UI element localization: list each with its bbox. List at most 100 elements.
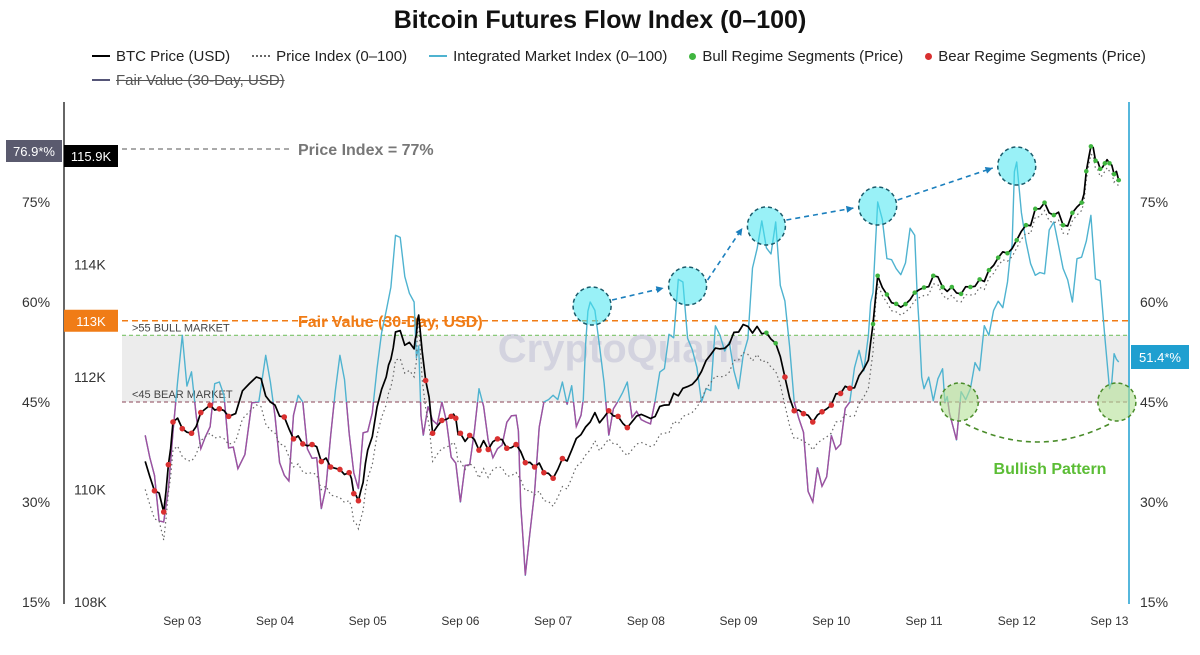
bear-regime-marker: [503, 445, 510, 452]
left-price-tick-label: 114K: [74, 257, 106, 273]
bull-regime-marker: [1005, 250, 1010, 256]
bull-regime-marker: [1014, 237, 1020, 243]
bear-regime-marker: [550, 475, 556, 482]
bull-regime-marker: [893, 301, 899, 307]
x-tick-label: Sep 08: [627, 614, 665, 628]
bear-regime-marker: [207, 402, 213, 408]
x-tick-label: Sep 07: [534, 614, 572, 628]
bullish-pattern-arc: [965, 423, 1110, 443]
legend-item-btc-price: BTC Price (USD): [92, 48, 230, 65]
left-pct-tick-label: 75%: [22, 194, 50, 210]
bear-regime-marker: [170, 419, 176, 425]
peak-highlight-circle: [746, 206, 787, 246]
bear-regime-marker: [485, 446, 492, 453]
bull-regime-marker: [773, 340, 778, 346]
price-index-annotation: Price Index = 77%: [298, 142, 434, 159]
fair-value-badge-text: 113K: [76, 314, 106, 329]
peak-highlight-circle: [996, 146, 1037, 186]
bear-regime-marker: [350, 490, 357, 497]
trend-arrow-line: [706, 227, 744, 281]
bull-regime-marker: [912, 290, 918, 295]
bear-regime-marker: [151, 488, 158, 494]
bear-regime-marker: [541, 469, 547, 476]
fair-value-annotation: Fair Value (30-Day, USD): [298, 314, 483, 331]
bull-regime-marker: [1083, 168, 1089, 174]
left-pct-tick-label: 60%: [22, 294, 50, 310]
x-tick-label: Sep 12: [998, 614, 1036, 628]
trend-arrow-line: [611, 287, 664, 301]
bear-regime-marker: [809, 419, 816, 425]
x-tick-label: Sep 06: [441, 614, 479, 628]
bull-regime-marker: [921, 285, 927, 290]
x-tick-label: Sep 13: [1090, 614, 1128, 628]
legend-item-price-index: Price Index (0–100): [252, 48, 407, 65]
bear-regime-marker: [337, 466, 343, 473]
bear-regime-marker: [494, 436, 501, 442]
left-price-tick-label: 108K: [74, 594, 107, 610]
bear-regime-marker: [828, 402, 835, 408]
bear-regime-marker: [355, 497, 362, 504]
bullish-pattern-circle: [1097, 382, 1137, 422]
bear-regime-marker: [847, 385, 853, 392]
bull-regime-marker: [1088, 144, 1094, 149]
bull-regime-marker: [968, 284, 973, 290]
right-pct-tick-label: 75%: [1140, 194, 1168, 210]
bear-regime-marker: [327, 464, 334, 470]
right-pct-tick-label: 15%: [1140, 594, 1168, 610]
left-pct-tick-label: 30%: [22, 494, 50, 510]
bear-regime-marker: [422, 377, 429, 384]
bull-regime-marker: [949, 284, 955, 290]
legend-item-bull-segments: Bull Regime Segments (Price): [689, 48, 903, 65]
chart-title: Bitcoin Futures Flow Index (0–100): [393, 6, 807, 34]
bull-market-label: >55 BULL MARKET: [132, 322, 230, 334]
right-pct-tick-label: 30%: [1140, 494, 1168, 510]
bear-regime-marker: [615, 413, 621, 420]
bear-regime-marker: [346, 469, 352, 476]
x-tick-label: Sep 09: [720, 614, 758, 628]
bear-regime-marker: [531, 464, 538, 470]
price-index-badge: [6, 140, 62, 162]
watermark: CryptoQuant: [498, 327, 742, 371]
bear-regime-marker: [452, 415, 459, 422]
bear-regime-marker: [624, 424, 631, 431]
trend-arrow-line: [897, 167, 993, 201]
bull-regime-marker: [1060, 222, 1066, 228]
left-pct-tick-label: 45%: [22, 394, 50, 410]
bull-regime-marker: [1070, 210, 1075, 216]
bullish-pattern-circle: [939, 382, 980, 422]
bear-regime-marker: [466, 432, 473, 439]
bear-regime-marker: [522, 459, 529, 466]
price-index-badge-text: 76.9*%: [13, 144, 55, 159]
bear-regime-marker: [198, 409, 204, 416]
trend-arrow-line: [786, 207, 854, 221]
integrated-index-bear-segment: [144, 402, 961, 576]
trend-arrow-head: [655, 286, 664, 294]
bull-regime-marker: [1032, 206, 1038, 212]
x-tick-label: Sep 05: [349, 614, 387, 628]
bull-regime-marker: [958, 291, 964, 297]
trend-arrow-head: [735, 228, 743, 236]
bear-regime-marker: [800, 410, 807, 417]
bear-regime-marker: [309, 441, 315, 448]
peak-highlight-circle: [857, 186, 898, 226]
current-price-badge: [64, 145, 118, 167]
bear-regime-marker: [513, 441, 519, 448]
bear-regime-marker: [281, 414, 288, 420]
bull-regime-marker: [870, 321, 876, 327]
bull-regime-marker: [1093, 158, 1098, 164]
legend-item-bear-segments: Bear Regime Segments (Price): [925, 48, 1146, 65]
bear-regime-marker: [179, 425, 186, 432]
right-pct-tick-label: 60%: [1140, 294, 1168, 310]
bull-regime-marker: [977, 277, 982, 282]
bear-regime-marker: [782, 374, 788, 380]
x-tick-label: Sep 11: [905, 614, 942, 628]
fair-value-badge: [64, 309, 118, 332]
x-tick-label: Sep 03: [163, 614, 201, 628]
bear-market-label: <45 BEAR MARKET: [132, 389, 233, 401]
bear-regime-marker: [429, 430, 436, 437]
bull-regime-marker: [1116, 177, 1122, 183]
left-pct-tick-label: 15%: [22, 594, 50, 610]
price-index-line: [144, 153, 1120, 541]
bear-regime-marker: [290, 436, 297, 442]
